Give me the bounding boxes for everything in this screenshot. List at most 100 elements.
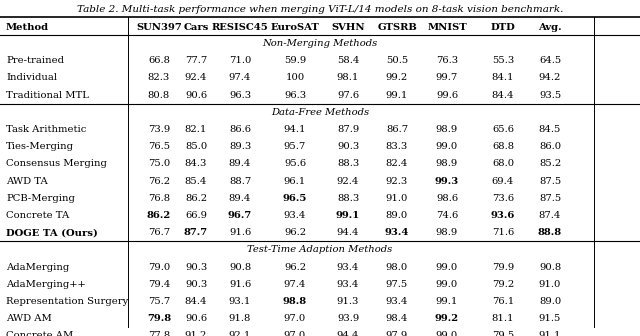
- Text: 73.6: 73.6: [492, 194, 514, 203]
- Text: 90.3: 90.3: [337, 142, 359, 151]
- Text: 99.2: 99.2: [435, 314, 459, 323]
- Text: Ties-Merging: Ties-Merging: [6, 142, 74, 151]
- Text: 80.8: 80.8: [148, 91, 170, 100]
- Text: 94.1: 94.1: [284, 125, 307, 134]
- Text: 69.4: 69.4: [492, 177, 514, 186]
- Text: 89.4: 89.4: [229, 194, 251, 203]
- Text: 85.4: 85.4: [185, 177, 207, 186]
- Text: 96.2: 96.2: [284, 263, 306, 272]
- Text: 99.6: 99.6: [436, 91, 458, 100]
- Text: 68.0: 68.0: [492, 160, 514, 168]
- Text: Task Arithmetic: Task Arithmetic: [6, 125, 86, 134]
- Text: 93.4: 93.4: [386, 297, 408, 306]
- Text: 97.0: 97.0: [284, 332, 306, 336]
- Text: 86.6: 86.6: [229, 125, 251, 134]
- Text: 95.6: 95.6: [284, 160, 306, 168]
- Text: EuroSAT: EuroSAT: [271, 23, 319, 32]
- Text: 90.3: 90.3: [185, 263, 207, 272]
- Text: 55.3: 55.3: [492, 56, 514, 65]
- Text: 93.6: 93.6: [491, 211, 515, 220]
- Text: 77.8: 77.8: [148, 332, 170, 336]
- Text: Individual: Individual: [6, 74, 57, 83]
- Text: 84.3: 84.3: [185, 160, 207, 168]
- Text: 79.0: 79.0: [148, 263, 170, 272]
- Text: 95.7: 95.7: [284, 142, 306, 151]
- Text: AWD AM: AWD AM: [6, 314, 52, 323]
- Text: 84.1: 84.1: [492, 74, 515, 83]
- Text: 50.5: 50.5: [386, 56, 408, 65]
- Text: 82.3: 82.3: [148, 74, 170, 83]
- Text: Representation Surgery: Representation Surgery: [6, 297, 128, 306]
- Text: 97.4: 97.4: [229, 74, 251, 83]
- Text: 76.1: 76.1: [492, 297, 514, 306]
- Text: RESISC45: RESISC45: [212, 23, 268, 32]
- Text: 94.4: 94.4: [337, 228, 359, 237]
- Text: 82.1: 82.1: [185, 125, 207, 134]
- Text: 97.5: 97.5: [386, 280, 408, 289]
- Text: Test-Time Adaption Methods: Test-Time Adaption Methods: [248, 246, 392, 254]
- Text: Cars: Cars: [183, 23, 209, 32]
- Text: Consensus Merging: Consensus Merging: [6, 160, 107, 168]
- Text: Avg.: Avg.: [538, 23, 562, 32]
- Text: 86.0: 86.0: [539, 142, 561, 151]
- Text: 93.4: 93.4: [337, 263, 359, 272]
- Text: 89.0: 89.0: [386, 211, 408, 220]
- Text: 92.4: 92.4: [185, 74, 207, 83]
- Text: 96.1: 96.1: [284, 177, 306, 186]
- Text: Pre-trained: Pre-trained: [6, 56, 64, 65]
- Text: 96.5: 96.5: [283, 194, 307, 203]
- Text: 91.5: 91.5: [539, 314, 561, 323]
- Text: 91.6: 91.6: [229, 228, 251, 237]
- Text: 90.8: 90.8: [539, 263, 561, 272]
- Text: SUN397: SUN397: [136, 23, 182, 32]
- Text: 84.5: 84.5: [539, 125, 561, 134]
- Text: 91.2: 91.2: [185, 332, 207, 336]
- Text: 98.9: 98.9: [436, 160, 458, 168]
- Text: 93.4: 93.4: [385, 228, 409, 237]
- Text: 91.1: 91.1: [539, 332, 561, 336]
- Text: Traditional MTL: Traditional MTL: [6, 91, 89, 100]
- Text: Non-Merging Methods: Non-Merging Methods: [262, 39, 378, 48]
- Text: 93.1: 93.1: [229, 297, 251, 306]
- Text: 87.4: 87.4: [539, 211, 561, 220]
- Text: 99.1: 99.1: [336, 211, 360, 220]
- Text: 65.6: 65.6: [492, 125, 514, 134]
- Text: 76.2: 76.2: [148, 177, 170, 186]
- Text: 82.4: 82.4: [386, 160, 408, 168]
- Text: 98.9: 98.9: [436, 125, 458, 134]
- Text: 79.9: 79.9: [492, 263, 514, 272]
- Text: 83.3: 83.3: [386, 142, 408, 151]
- Text: 89.3: 89.3: [229, 142, 251, 151]
- Text: 79.8: 79.8: [147, 314, 171, 323]
- Text: Method: Method: [6, 23, 49, 32]
- Text: 66.8: 66.8: [148, 56, 170, 65]
- Text: 91.3: 91.3: [337, 297, 359, 306]
- Text: 59.9: 59.9: [284, 56, 306, 65]
- Text: 99.0: 99.0: [436, 332, 458, 336]
- Text: 93.5: 93.5: [539, 91, 561, 100]
- Text: 97.0: 97.0: [284, 314, 306, 323]
- Text: 99.0: 99.0: [436, 280, 458, 289]
- Text: 96.7: 96.7: [228, 211, 252, 220]
- Text: 87.5: 87.5: [539, 194, 561, 203]
- Text: 100: 100: [285, 74, 305, 83]
- Text: 97.9: 97.9: [386, 332, 408, 336]
- Text: 91.0: 91.0: [539, 280, 561, 289]
- Text: 97.6: 97.6: [337, 91, 359, 100]
- Text: Data-Free Methods: Data-Free Methods: [271, 108, 369, 117]
- Text: 98.0: 98.0: [386, 263, 408, 272]
- Text: 79.4: 79.4: [148, 280, 170, 289]
- Text: 99.1: 99.1: [386, 91, 408, 100]
- Text: 86.2: 86.2: [147, 211, 171, 220]
- Text: 99.0: 99.0: [436, 142, 458, 151]
- Text: 90.6: 90.6: [185, 91, 207, 100]
- Text: 90.8: 90.8: [229, 263, 251, 272]
- Text: 64.5: 64.5: [539, 56, 561, 65]
- Text: 99.2: 99.2: [386, 74, 408, 83]
- Text: DOGE TA (Ours): DOGE TA (Ours): [6, 228, 98, 237]
- Text: 90.3: 90.3: [185, 280, 207, 289]
- Text: 98.1: 98.1: [337, 74, 359, 83]
- Text: DTD: DTD: [491, 23, 515, 32]
- Text: 96.2: 96.2: [284, 228, 306, 237]
- Text: 79.2: 79.2: [492, 280, 514, 289]
